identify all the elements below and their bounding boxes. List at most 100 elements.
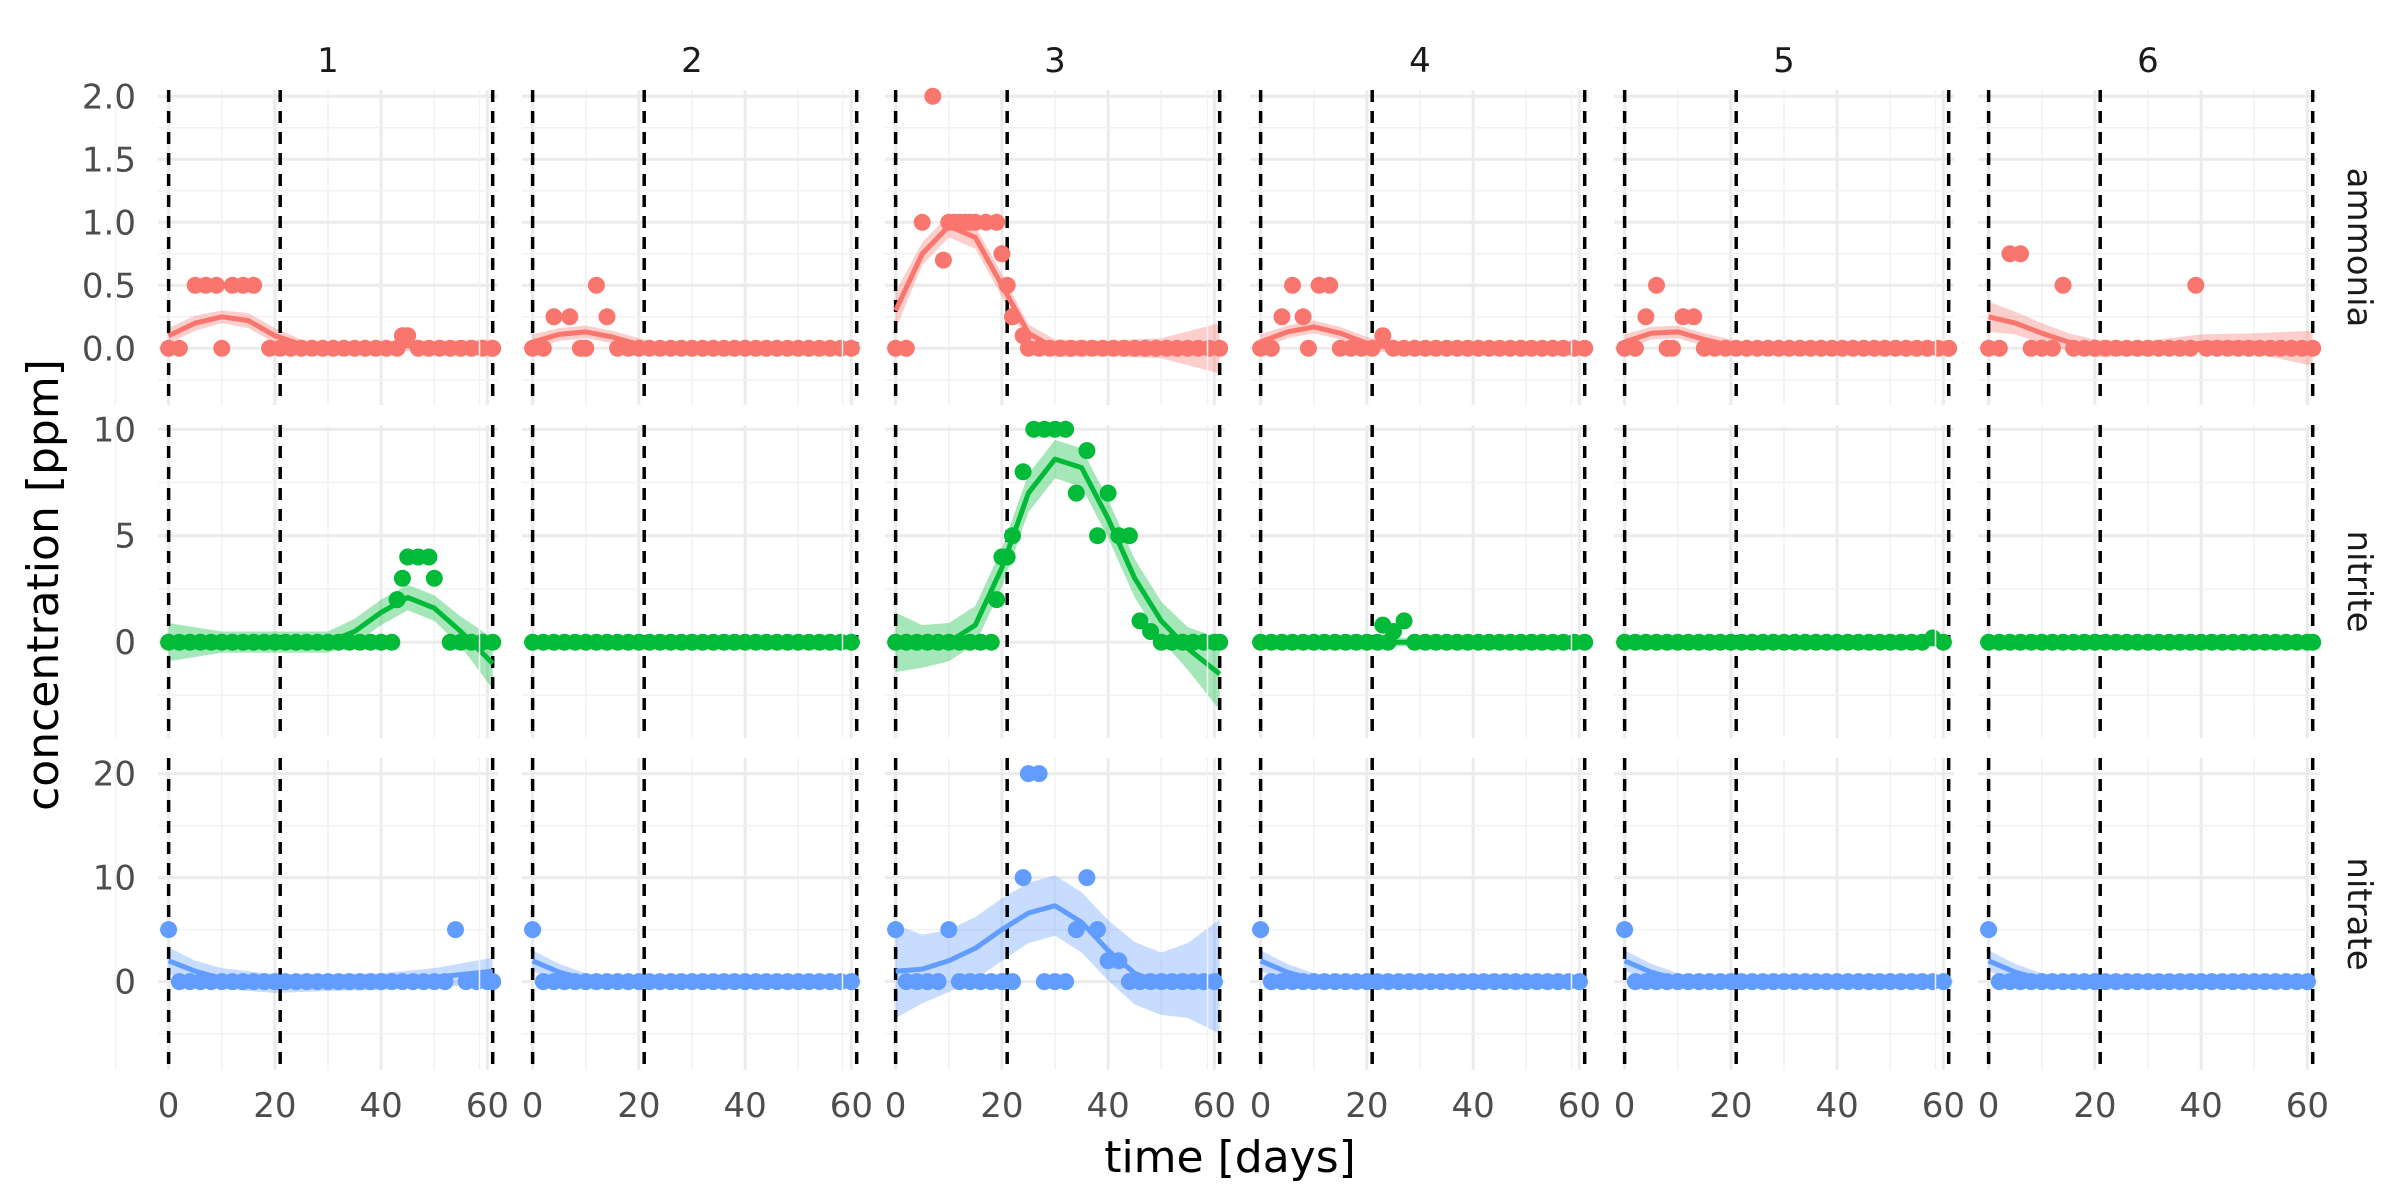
panel-nitrite-4 bbox=[1206, 425, 1594, 738]
data-point-nitrate bbox=[524, 921, 542, 939]
data-point-ammonia bbox=[1940, 339, 1958, 357]
y-tick-label-ammonia: 0.0 bbox=[82, 329, 136, 369]
trend-line-ammonia bbox=[167, 314, 493, 351]
data-point-ammonia bbox=[1262, 339, 1280, 357]
panel-ammonia-6 bbox=[1934, 90, 2322, 405]
data-point-ammonia bbox=[1004, 308, 1021, 326]
x-tick-label: 0 bbox=[522, 1086, 544, 1126]
trend-line-ammonia bbox=[893, 223, 1220, 351]
panel-ammonia-1 bbox=[114, 90, 502, 405]
data-point-nitrite bbox=[842, 633, 860, 651]
data-point-ammonia bbox=[1648, 276, 1665, 294]
strip-label-column-6: 6 bbox=[2137, 41, 2159, 81]
x-tick-label: 0 bbox=[1250, 1086, 1272, 1126]
data-point-nitrite bbox=[1014, 463, 1032, 481]
x-tick-label: 40 bbox=[359, 1086, 402, 1126]
data-point-ammonia bbox=[484, 339, 502, 357]
y-tick-label-ammonia: 1.5 bbox=[82, 140, 136, 180]
data-point-ammonia bbox=[897, 339, 915, 357]
data-point-ammonia bbox=[2182, 339, 2199, 357]
panel-ammonia-2 bbox=[478, 90, 862, 405]
data-point-ammonia bbox=[842, 339, 860, 357]
x-axis-title: time [days] bbox=[1104, 1132, 1356, 1183]
confidence-band-nitrate bbox=[895, 875, 1220, 1034]
y-tick-label-ammonia: 2.0 bbox=[82, 77, 136, 117]
data-point-nitrate bbox=[1252, 921, 1270, 939]
panel-ammonia-3 bbox=[841, 87, 1229, 405]
strip-label-column-1: 1 bbox=[317, 41, 339, 81]
y-tick-label-nitrite: 0 bbox=[114, 623, 136, 663]
data-point-nitrate bbox=[1067, 921, 1085, 939]
data-point-nitrate bbox=[1570, 973, 1588, 991]
data-point-ammonia bbox=[2187, 276, 2205, 294]
data-point-nitrate bbox=[1205, 973, 1223, 991]
panel-nitrate-2: 0 20 40 60 bbox=[478, 758, 873, 1126]
x-tick-label: 60 bbox=[1922, 1086, 1965, 1126]
strip-label-column-4: 4 bbox=[1409, 41, 1431, 81]
data-point-ammonia bbox=[1576, 339, 1594, 357]
x-tick-label: 60 bbox=[466, 1086, 509, 1126]
data-point-nitrite bbox=[484, 633, 502, 651]
data-point-nitrate bbox=[1980, 921, 1998, 939]
data-point-nitrite bbox=[982, 633, 1000, 651]
data-point-ammonia bbox=[561, 308, 579, 326]
data-point-ammonia bbox=[1685, 308, 1703, 326]
strip-label-column-3: 3 bbox=[1044, 41, 1066, 81]
panel-nitrite-5 bbox=[1570, 425, 1954, 738]
data-point-nitrate bbox=[1110, 952, 1128, 970]
data-point-nitrite bbox=[1211, 633, 1229, 651]
data-point-nitrite bbox=[1004, 527, 1021, 545]
y-tick-label-nitrate: 0 bbox=[114, 963, 136, 1003]
y-tick-label-ammonia: 0.5 bbox=[82, 266, 136, 306]
data-point-nitrite bbox=[425, 569, 443, 587]
data-point-ammonia bbox=[545, 308, 563, 326]
y-tick-label-nitrate: 20 bbox=[93, 755, 136, 795]
data-point-ammonia bbox=[2054, 276, 2072, 294]
data-point-ammonia bbox=[1294, 308, 1312, 326]
x-tick-label: 20 bbox=[617, 1086, 660, 1126]
panel-nitrate-6: 0 20 40 60 bbox=[1934, 758, 2329, 1126]
data-point-ammonia bbox=[1321, 276, 1339, 294]
data-point-nitrate bbox=[929, 973, 947, 991]
data-point-ammonia bbox=[993, 245, 1011, 263]
x-tick-label: 40 bbox=[2179, 1086, 2222, 1126]
data-point-nitrate bbox=[1030, 765, 1048, 783]
x-tick-label: 40 bbox=[1086, 1086, 1129, 1126]
x-tick-label: 0 bbox=[1614, 1086, 1636, 1126]
data-point-ammonia bbox=[245, 276, 263, 294]
data-point-ammonia bbox=[1374, 327, 1392, 345]
data-point-nitrate bbox=[2298, 973, 2316, 991]
data-point-nitrite bbox=[1934, 633, 1952, 651]
data-point-nitrate bbox=[940, 921, 958, 939]
data-point-nitrate bbox=[160, 921, 178, 939]
data-point-ammonia bbox=[1663, 339, 1681, 357]
data-point-nitrite bbox=[393, 569, 411, 587]
data-point-nitrite bbox=[383, 633, 401, 651]
x-tick-label: 0 bbox=[158, 1086, 180, 1126]
strip-label-nitrite: nitrite bbox=[2339, 531, 2379, 633]
data-point-nitrite bbox=[1576, 633, 1594, 651]
data-point-nitrite bbox=[1089, 527, 1106, 545]
data-point-nitrate bbox=[436, 973, 454, 991]
x-tick-label: 40 bbox=[1451, 1086, 1494, 1126]
panel-nitrite-2 bbox=[478, 425, 862, 738]
x-tick-label: 0 bbox=[885, 1086, 907, 1126]
data-point-ammonia bbox=[399, 327, 417, 345]
strip-label-column-5: 5 bbox=[1773, 41, 1795, 81]
data-point-nitrate bbox=[842, 973, 860, 991]
panel-nitrate-1: 0 20 40 60 bbox=[114, 758, 509, 1126]
data-point-ammonia bbox=[1211, 339, 1229, 357]
data-point-nitrite bbox=[1099, 484, 1117, 502]
data-point-nitrite bbox=[1131, 612, 1149, 630]
data-point-ammonia bbox=[934, 251, 952, 269]
data-point-ammonia bbox=[988, 213, 1006, 231]
x-tick-label: 20 bbox=[1345, 1086, 1388, 1126]
x-tick-label: 60 bbox=[1558, 1086, 1601, 1126]
data-point-ammonia bbox=[213, 339, 231, 357]
data-point-nitrite bbox=[1067, 484, 1085, 502]
data-point-ammonia bbox=[2012, 245, 2029, 263]
data-point-ammonia bbox=[913, 213, 931, 231]
data-point-ammonia bbox=[1637, 308, 1655, 326]
data-point-nitrate bbox=[887, 921, 905, 939]
data-point-ammonia bbox=[170, 339, 188, 357]
